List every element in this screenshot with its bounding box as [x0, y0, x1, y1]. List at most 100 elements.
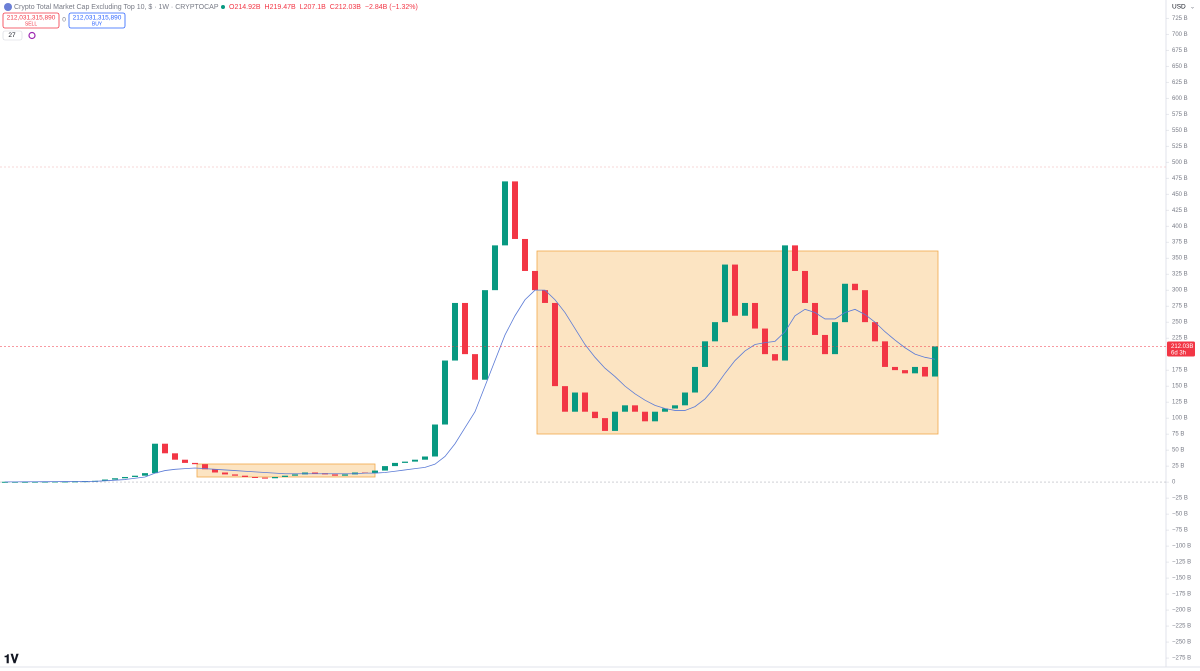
candle-body [842, 283, 848, 323]
candle-body [212, 469, 218, 473]
candle-body [862, 290, 868, 323]
candle-body [122, 476, 128, 479]
candle-body [282, 475, 288, 477]
candle-body [802, 270, 808, 303]
y-tick-label: 725 B [1172, 16, 1188, 22]
y-tick-label: −225 B [1172, 624, 1191, 630]
candle-body [252, 476, 258, 478]
countdown: 6d 3h [1171, 351, 1186, 357]
candle-body [112, 478, 118, 480]
candle-body [482, 290, 488, 380]
candle-body [292, 474, 298, 476]
candle-body [722, 264, 728, 323]
candle-body [152, 443, 158, 474]
y-tick-label: 625 B [1172, 80, 1188, 86]
y-tick-label: 275 B [1172, 304, 1188, 310]
candle-body [312, 472, 318, 474]
y-tick-label: 75 B [1172, 432, 1184, 438]
y-tick-label: 475 B [1172, 176, 1188, 182]
buy-button[interactable] [68, 12, 126, 29]
candle-body [932, 346, 938, 377]
indicator-toggle[interactable] [2, 30, 23, 41]
sell-button[interactable] [2, 12, 60, 29]
candle-body [132, 475, 138, 477]
y-tick-label: 675 B [1172, 48, 1188, 54]
y-tick-label: 100 B [1172, 416, 1188, 422]
candle-body [202, 464, 208, 470]
last-price-label: 212.03B [1171, 344, 1193, 350]
candle-body [812, 302, 818, 335]
sell-label[interactable]: SELL [25, 21, 37, 27]
buy-label[interactable]: BUY [92, 21, 103, 27]
candle-body [772, 354, 778, 361]
candle-body [262, 477, 268, 479]
candle-body [342, 474, 348, 476]
candle-body [372, 470, 378, 474]
candle-body [382, 466, 388, 471]
y-tick-label: 225 B [1172, 336, 1188, 342]
candle-body [542, 290, 548, 303]
title: Crypto Total Market Cap Excluding Top 10… [14, 4, 219, 11]
candle-body [2, 481, 8, 483]
candle-body [822, 334, 828, 355]
candle-body [22, 481, 28, 483]
candle-body [732, 264, 738, 316]
y-tick-label: 125 B [1172, 400, 1188, 406]
candle-body [442, 360, 448, 425]
candle-body [712, 322, 718, 342]
y-tick-label: 0 [1172, 480, 1176, 486]
candle-body [662, 408, 668, 412]
candle-body [332, 474, 338, 476]
candle-body [162, 443, 168, 454]
candle-body [272, 476, 278, 479]
candle-body [892, 366, 898, 371]
candle-body [642, 411, 648, 422]
y-tick-label: 50 B [1172, 448, 1184, 454]
y-tick-label: −100 B [1172, 544, 1191, 550]
ohlc-value: H219.47B [265, 4, 296, 11]
candle-body [432, 424, 438, 457]
y-tick-label: 325 B [1172, 272, 1188, 278]
candle-body [652, 411, 658, 422]
moving-average [4, 289, 936, 483]
indicator-count[interactable]: 27 [8, 32, 16, 39]
candle-body [242, 475, 248, 477]
candle-body [752, 302, 758, 329]
y-tick-label: 425 B [1172, 208, 1188, 214]
sell-price[interactable]: 212,031,315,890 [7, 15, 56, 22]
candle-body [602, 418, 608, 431]
candle-body [672, 405, 678, 409]
candle-body [102, 479, 108, 481]
currency[interactable]: USD [1172, 4, 1186, 11]
candle-body [832, 322, 838, 355]
ohlc: O214.92B H219.47B L207.1B C212.03B −2.84B (−… [229, 4, 418, 11]
y-tick-label: 525 B [1172, 144, 1188, 150]
y-tick-label: 250 B [1172, 320, 1188, 326]
status-dot [221, 5, 225, 9]
buy-price[interactable]: 212,031,315,890 [73, 15, 122, 22]
ohlc-value: O214.92B [229, 4, 261, 11]
candle-body [782, 245, 788, 361]
candle-body [392, 462, 398, 467]
candle-body [572, 392, 578, 412]
y-tick-label: −125 B [1172, 560, 1191, 566]
y-tick-label: 400 B [1172, 224, 1188, 230]
ohlc-value: C212.03B [330, 4, 361, 11]
candle-body [582, 392, 588, 412]
candle-body [402, 461, 408, 463]
y-tick-label: 500 B [1172, 160, 1188, 166]
y-tick-label: 575 B [1172, 112, 1188, 118]
candle-body [502, 181, 508, 246]
last-price-tag [1167, 341, 1195, 357]
candle-body [422, 456, 428, 460]
candle-body [552, 302, 558, 387]
y-tick-label: −50 B [1172, 512, 1188, 518]
currency-arrow[interactable]: ⌄ [1190, 5, 1195, 11]
candle-body [142, 473, 148, 476]
candle-body [182, 459, 188, 463]
symbol-icon [4, 3, 12, 11]
candle-body [612, 411, 618, 431]
settings-icon[interactable] [28, 31, 36, 40]
y-tick-label: 650 B [1172, 64, 1188, 70]
